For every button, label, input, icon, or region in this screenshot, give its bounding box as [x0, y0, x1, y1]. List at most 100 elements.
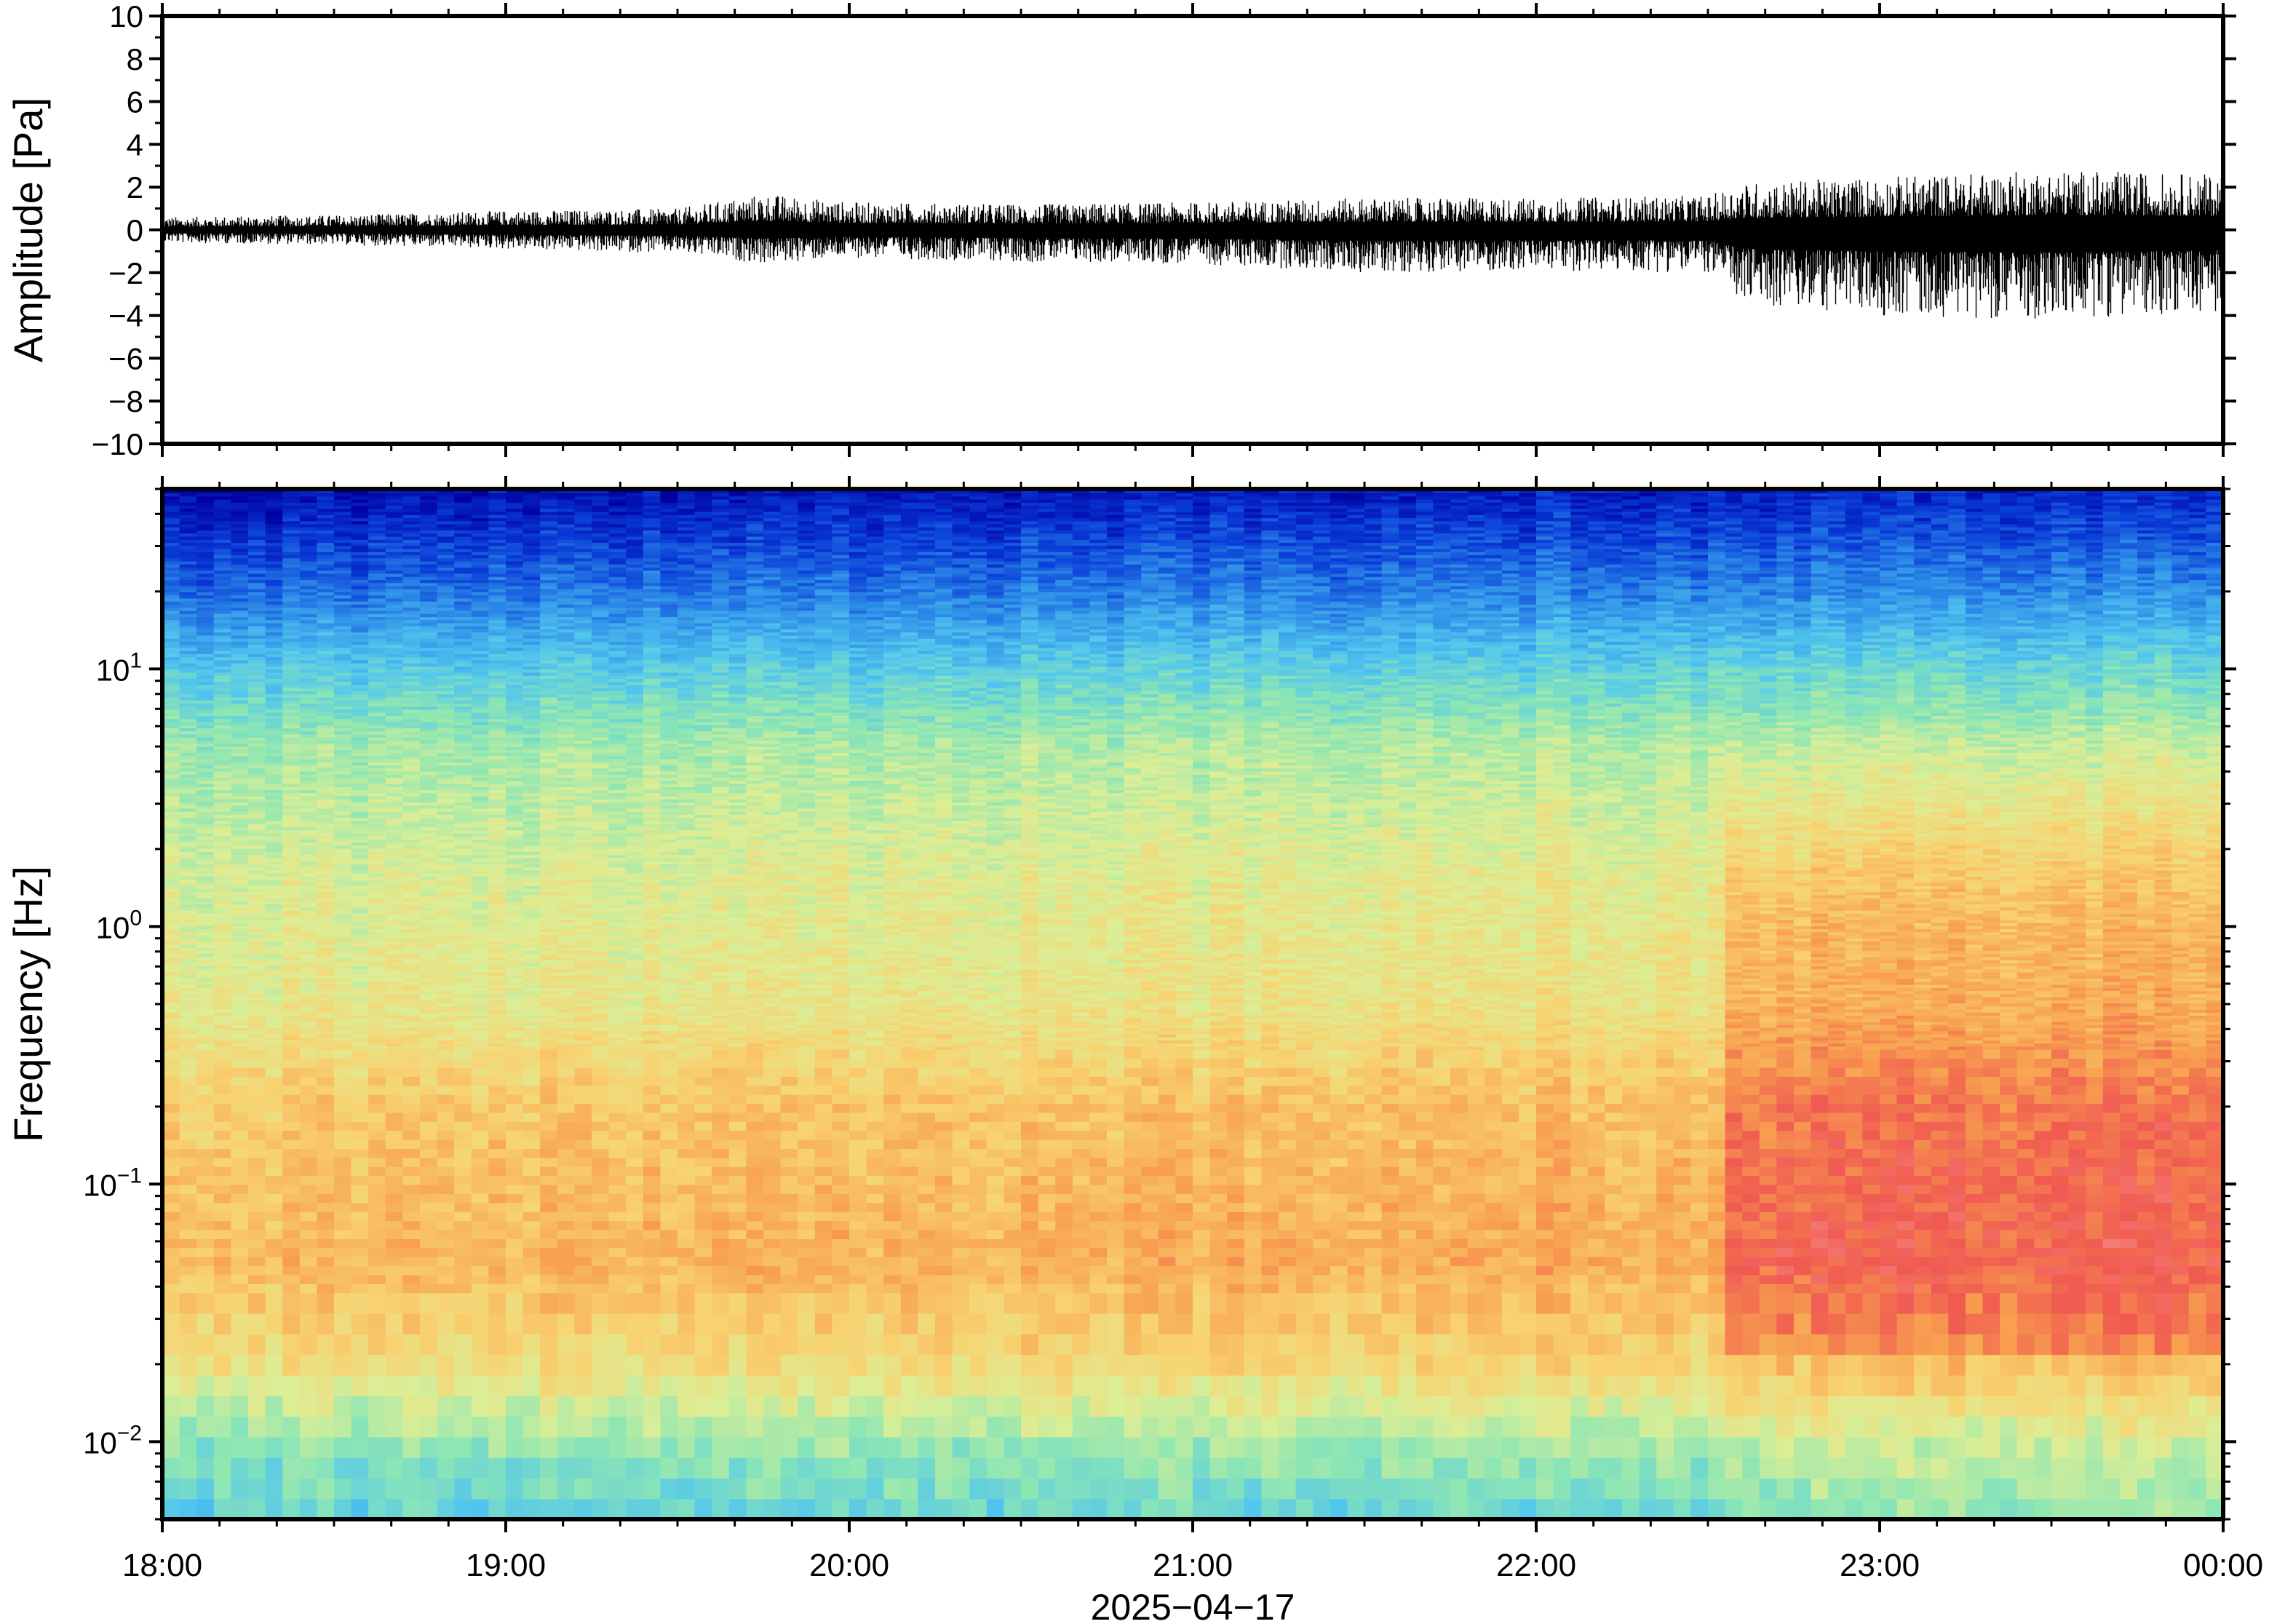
spectrogram-cell [317, 1076, 334, 1086]
spectrogram-cell [334, 1139, 351, 1149]
spectrogram-cell [317, 1248, 334, 1257]
spectrogram-cell [523, 1230, 541, 1239]
spectrogram-cell [506, 1112, 523, 1122]
spectrogram-cell [180, 1175, 197, 1185]
spectrogram-cell [540, 1248, 557, 1257]
spectrogram-cell [437, 1275, 455, 1284]
spectrogram-cell [300, 1121, 317, 1131]
spectrogram-cell [402, 1478, 420, 1499]
spectrogram-cell [437, 1049, 455, 1059]
spectrogram-cell [282, 1094, 300, 1104]
spectrogram-cell [437, 1265, 455, 1275]
spectrogram-cell [402, 1230, 420, 1239]
spectrogram-cell [214, 1203, 231, 1212]
spectrogram-cell [386, 1203, 403, 1212]
spectrogram-cell [351, 1158, 369, 1167]
spectrogram-cell [162, 1265, 180, 1275]
spectrogram-cell [523, 1220, 541, 1230]
spectrogram-cell [317, 1166, 334, 1176]
spectrogram-cell [506, 1499, 523, 1520]
spectrogram-cell [266, 1354, 283, 1375]
spectrogram-cell [506, 1158, 523, 1167]
spectrogram-cell [196, 1283, 214, 1293]
spectrogram-cell [386, 1230, 403, 1239]
spectrogram-cell [231, 1238, 248, 1248]
spectrogram-cell [317, 1158, 334, 1167]
spectrogram-cell [282, 1211, 300, 1221]
spectrogram-cell [282, 1148, 300, 1158]
spectrogram-cell [196, 1094, 214, 1104]
spectrogram-cell [300, 1139, 317, 1149]
spectrogram-cell [334, 1238, 351, 1248]
spectrogram-cell [420, 1094, 437, 1104]
spectrogram-cell [523, 1166, 541, 1176]
spectrogram-cell [454, 1238, 472, 1248]
spectrogram-cell [402, 1058, 420, 1067]
spectrogram-cell [231, 1058, 248, 1067]
spectrogram-cell [437, 1238, 455, 1248]
spectrogram-cell [368, 1067, 386, 1077]
spectrogram-cell [420, 1203, 437, 1212]
spectrogram-cell [420, 1499, 437, 1520]
spectrogram-cell [420, 1166, 437, 1176]
spectrogram-cell [454, 1139, 472, 1149]
spectrogram-cell [300, 1220, 317, 1230]
spectrogram-cell [196, 1203, 214, 1212]
spectrogram-cell [420, 1334, 437, 1355]
spectrogram-cell [162, 1220, 180, 1230]
spectrogram-cell [162, 1230, 180, 1239]
spectrogram-cell [437, 1203, 455, 1212]
spectrogram-cell [420, 1058, 437, 1067]
spectrogram-cell [351, 1193, 369, 1203]
spectrogram-cell [317, 1292, 334, 1313]
spectrogram-cell [488, 1257, 506, 1266]
spectrogram-cell [214, 1257, 231, 1266]
spectrogram-cell [162, 1313, 180, 1334]
spectrogram-cell [300, 1158, 317, 1167]
spectrogram-cell [506, 1313, 523, 1334]
spectrogram-cell [248, 1121, 266, 1131]
spectrogram-cell [386, 1499, 403, 1520]
spectrogram-cell [180, 1049, 197, 1059]
spectrogram-cell [196, 1238, 214, 1248]
spectrogram-cell [214, 1478, 231, 1499]
spectrogram-cell [334, 1076, 351, 1086]
spectrogram-cell [334, 1211, 351, 1221]
spectrogram-cell [402, 1076, 420, 1086]
spectrogram-cell [196, 1257, 214, 1266]
spectrogram-cell [420, 1257, 437, 1266]
spectrogram-cell [180, 1158, 197, 1167]
spectrogram-cell [266, 1203, 283, 1212]
spectrogram-cell [402, 1166, 420, 1176]
spectrogram-cell [420, 1121, 437, 1131]
spectrogram-cell [180, 1265, 197, 1275]
spectrogram-cell [351, 1265, 369, 1275]
spectrogram-cell [437, 1130, 455, 1139]
spectrogram-cell [317, 1139, 334, 1149]
spectrogram-cell [231, 1185, 248, 1194]
spectrogram-cell [523, 1094, 541, 1104]
spectrogram-cell [351, 1076, 369, 1086]
spectrogram-cell [523, 1292, 541, 1313]
spectrogram-cell [282, 1158, 300, 1167]
spectrogram-cell [317, 1094, 334, 1104]
spectrogram-cell [231, 1175, 248, 1185]
spectrogram-cell [368, 1148, 386, 1158]
spectrogram-cell [180, 1334, 197, 1355]
spectrogram-cell [351, 1499, 369, 1520]
spectrogram-cell [231, 1121, 248, 1131]
spectrogram-cell [300, 1292, 317, 1313]
spectrogram-cell [540, 1139, 557, 1149]
spectrogram-cell [506, 1292, 523, 1313]
spectrogram-cell [180, 1396, 197, 1417]
spectrogram-cell [317, 1103, 334, 1112]
spectrogram-cell [472, 1220, 489, 1230]
spectrogram-cell [282, 1313, 300, 1334]
spectrogram-cell [248, 1175, 266, 1185]
spectrogram-cell [472, 1130, 489, 1139]
spectrogram-cell [196, 1478, 214, 1499]
waveform-y-tick-label: −10 [92, 427, 143, 461]
spectrogram-cell [317, 1457, 334, 1478]
spectrogram-cell [266, 1334, 283, 1355]
spectrogram-cell [437, 1076, 455, 1086]
